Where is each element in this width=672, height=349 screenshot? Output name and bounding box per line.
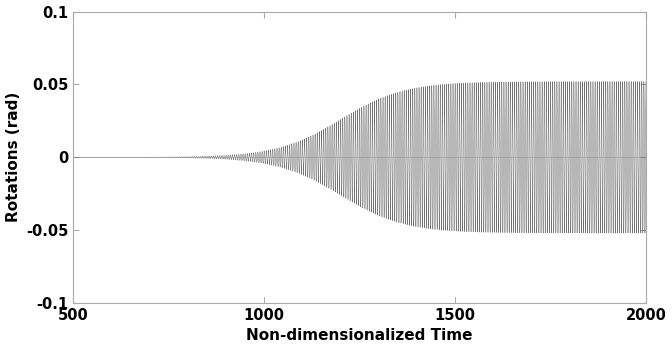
X-axis label: Non-dimensionalized Time: Non-dimensionalized Time [247, 328, 473, 343]
Y-axis label: Rotations (rad): Rotations (rad) [5, 92, 21, 222]
